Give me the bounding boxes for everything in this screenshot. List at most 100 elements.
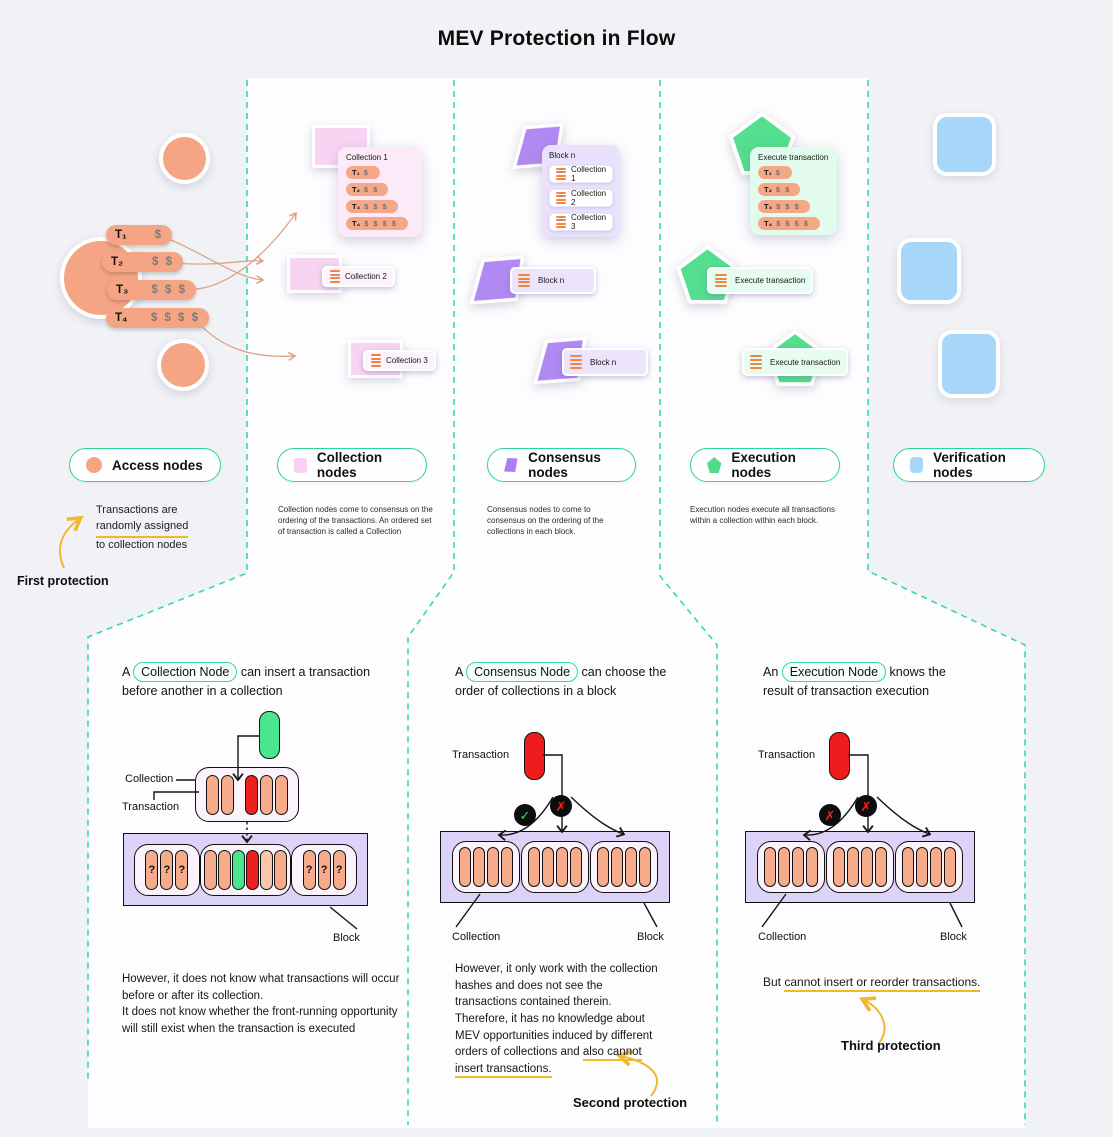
page-title: MEV Protection in Flow: [437, 27, 676, 50]
unknown-transaction-bar: ?: [160, 849, 174, 890]
transaction-amount: $ $ $: [776, 202, 801, 211]
heading-text: can insert a transaction before another …: [122, 665, 371, 699]
list-icon: [330, 270, 340, 283]
transaction-amount: $: [363, 168, 370, 177]
block-collection-chip: Collection 2: [549, 189, 613, 207]
transaction-amount: $: [154, 229, 163, 241]
panel1-body: However, it does not know what transacti…: [122, 973, 400, 1036]
list-icon: [570, 355, 582, 369]
transaction-id: T₄: [764, 219, 773, 228]
transaction-bar: [611, 847, 623, 887]
transaction-label: Transaction: [758, 749, 816, 761]
card-transaction-pill: T₄ $ $ $ $: [758, 217, 820, 230]
transaction-bar: [847, 847, 859, 887]
x-icon: ✗: [860, 798, 872, 814]
chip-label: Block n: [538, 276, 565, 285]
transaction-bar: [218, 849, 231, 890]
second-protection-label: Second protection: [573, 1095, 688, 1110]
first-protection-label: First protection: [17, 574, 109, 588]
legend-access-nodes: Access nodes: [69, 448, 221, 482]
heading-text: A: [122, 665, 134, 679]
list-icon: [371, 354, 381, 367]
collection-box: [590, 841, 658, 893]
consensus-node-icon: [504, 458, 518, 472]
block-label: Block: [637, 931, 664, 943]
block-card-title: Block n: [549, 151, 576, 160]
collection-box: [826, 841, 894, 893]
transaction-bar: [875, 847, 887, 887]
execute-transaction-chip: Execute transaction: [742, 348, 849, 376]
execution-description: Execution nodes execute all transactions…: [690, 505, 835, 526]
execute-card-title: Execute transaction: [758, 153, 829, 162]
transaction-amount: $ $ $: [151, 284, 187, 296]
heading-text: A: [455, 665, 467, 679]
collection-1-card: Collection 1 T₁ $ T₂ $ $ T₃ $ $ $ T₄ $ $…: [338, 147, 422, 237]
unknown-transaction-bar: ?: [145, 849, 159, 890]
list-icon: [715, 273, 727, 288]
column-divider-dashed-lines: [87, 80, 1026, 1125]
chip-label: Collection 2: [345, 272, 387, 281]
transaction-bar: [930, 847, 942, 887]
chip-label: Block n: [590, 357, 617, 367]
transaction-pill: T₃ $ $ $: [107, 280, 196, 300]
access-node-circle: [159, 133, 210, 184]
transaction-id: T₂: [352, 185, 360, 194]
transaction-bar: [944, 847, 956, 887]
card-transaction-pill: T₂ $ $: [758, 183, 800, 196]
heading-text: knows the result of transaction executio…: [763, 665, 946, 699]
panel2-body: However, it only work with the collectio…: [455, 961, 660, 1079]
question-mark: ?: [163, 863, 171, 876]
legend-execution-nodes: Execution nodes: [690, 448, 840, 482]
collection-card-title: Collection 1: [346, 153, 388, 162]
panel3-body: But cannot insert or reorder transaction…: [763, 974, 1013, 992]
body-text: However, it only work with the collectio…: [455, 963, 658, 1059]
third-protection-label: Third protection: [841, 1038, 941, 1053]
chip-label: Collection 2: [571, 189, 607, 207]
chip-label: Execute transaction: [735, 276, 806, 285]
list-icon: [556, 215, 566, 229]
collection-description: Collection nodes come to consensus on th…: [278, 505, 433, 537]
verification-node-square: [933, 113, 996, 176]
collection-box: [195, 767, 299, 822]
transaction-amount: $ $ $ $: [776, 219, 810, 228]
inserted-transaction-pill: [259, 711, 280, 759]
legend-consensus-nodes: Consensus nodes: [487, 448, 636, 482]
transaction-id: T₁: [352, 168, 360, 177]
collection-3-chip: Collection 3: [363, 350, 436, 371]
allowed-badge: ✓: [514, 804, 536, 826]
transaction-bar: [778, 847, 790, 887]
card-transaction-pill: T₃ $ $ $: [346, 200, 398, 213]
transaction-id: T₄: [115, 312, 128, 324]
transaction-label: Transaction: [122, 801, 180, 813]
body-highlight: cannot insert or reorder transactions.: [784, 975, 981, 992]
denied-badge: ✗: [855, 795, 877, 817]
transaction-id: T₃: [764, 202, 773, 211]
heading-text: An: [763, 665, 782, 679]
access-node-circle: [157, 339, 209, 391]
transaction-amount: $ $: [152, 256, 174, 268]
consensus-node-trapezoid: [469, 255, 525, 305]
target-collection: [199, 843, 292, 896]
verification-node-square: [938, 330, 1000, 398]
card-transaction-pill: T₄ $ $ $ $: [346, 217, 408, 230]
transaction-pill: T₂ $ $: [102, 252, 183, 272]
transaction-id: T₂: [111, 256, 124, 268]
legend-label: Execution nodes: [731, 450, 796, 480]
execution-node-icon: [707, 457, 722, 473]
transaction-id: T₂: [764, 185, 772, 194]
transaction-amount: $ $ $: [364, 202, 389, 211]
collection-box: [521, 841, 589, 893]
transaction-bar: [861, 847, 873, 887]
transaction-amount: $ $ $ $: [364, 219, 398, 228]
legend-label: Collection nodes: [316, 450, 383, 480]
block-label: Block: [333, 932, 360, 944]
block-box: ? ? ? ? ? ?: [123, 833, 368, 906]
transaction-bar: [501, 847, 513, 887]
transaction-bar: [625, 847, 637, 887]
transaction-bar: [542, 847, 554, 887]
collection-2-chip: Collection 2: [322, 266, 395, 287]
list-icon: [556, 191, 566, 205]
unknown-transaction-bar: ?: [332, 849, 346, 890]
unknown-transaction-bar: ?: [302, 849, 316, 890]
